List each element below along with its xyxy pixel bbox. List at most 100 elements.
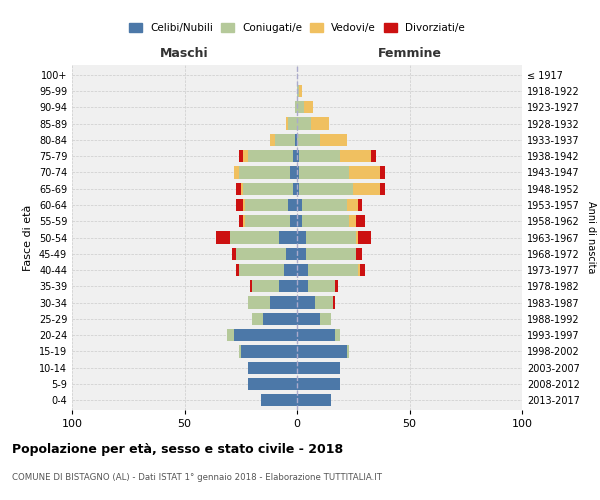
Bar [297, 118, 311, 130]
Bar [288, 199, 297, 211]
Bar [297, 296, 315, 308]
Bar [297, 248, 306, 260]
Bar [299, 85, 302, 97]
Bar [358, 199, 362, 211]
Bar [248, 150, 293, 162]
Bar [239, 215, 243, 228]
Bar [248, 296, 270, 308]
Text: Popolazione per età, sesso e stato civile - 2018: Popolazione per età, sesso e stato civil… [12, 442, 343, 456]
Bar [295, 134, 297, 146]
Bar [290, 166, 297, 178]
Bar [243, 199, 245, 211]
Bar [306, 248, 355, 260]
Text: Maschi: Maschi [160, 47, 209, 60]
Bar [297, 329, 335, 341]
Bar [349, 215, 355, 228]
Bar [335, 329, 340, 341]
Bar [234, 166, 239, 178]
Bar [297, 232, 306, 243]
Bar [311, 118, 329, 130]
Bar [279, 232, 297, 243]
Bar [297, 313, 320, 325]
Bar [355, 248, 362, 260]
Bar [243, 215, 245, 228]
Bar [297, 346, 347, 358]
Bar [353, 182, 380, 195]
Bar [245, 199, 288, 211]
Bar [293, 150, 297, 162]
Bar [239, 264, 284, 276]
Bar [371, 150, 376, 162]
Bar [236, 248, 286, 260]
Bar [236, 199, 243, 211]
Text: Femmine: Femmine [377, 47, 442, 60]
Bar [241, 182, 243, 195]
Bar [252, 313, 263, 325]
Bar [232, 248, 236, 260]
Bar [320, 134, 347, 146]
Bar [295, 101, 297, 114]
Bar [229, 232, 279, 243]
Bar [304, 101, 313, 114]
Legend: Celibi/Nubili, Coniugati/e, Vedovi/e, Divorziati/e: Celibi/Nubili, Coniugati/e, Vedovi/e, Di… [125, 18, 469, 37]
Bar [241, 346, 297, 358]
Bar [347, 346, 349, 358]
Bar [320, 313, 331, 325]
Bar [335, 280, 337, 292]
Bar [261, 394, 297, 406]
Bar [358, 232, 371, 243]
Bar [306, 232, 355, 243]
Bar [286, 118, 288, 130]
Bar [236, 182, 241, 195]
Bar [275, 134, 295, 146]
Bar [333, 296, 335, 308]
Bar [308, 264, 358, 276]
Bar [297, 199, 302, 211]
Bar [297, 264, 308, 276]
Bar [248, 362, 297, 374]
Bar [297, 362, 340, 374]
Bar [297, 215, 302, 228]
Bar [380, 166, 385, 178]
Bar [380, 182, 385, 195]
Bar [358, 264, 360, 276]
Bar [297, 378, 340, 390]
Bar [239, 150, 243, 162]
Bar [299, 150, 340, 162]
Bar [227, 329, 234, 341]
Bar [302, 215, 349, 228]
Bar [297, 134, 320, 146]
Bar [279, 280, 297, 292]
Bar [355, 215, 365, 228]
Bar [302, 199, 347, 211]
Bar [297, 150, 299, 162]
Bar [293, 182, 297, 195]
Bar [236, 264, 239, 276]
Bar [290, 215, 297, 228]
Bar [360, 264, 365, 276]
Bar [297, 166, 299, 178]
Bar [349, 166, 380, 178]
Bar [308, 280, 335, 292]
Bar [270, 296, 297, 308]
Bar [297, 394, 331, 406]
Bar [243, 150, 248, 162]
Bar [248, 378, 297, 390]
Bar [245, 215, 290, 228]
Bar [340, 150, 371, 162]
Bar [263, 313, 297, 325]
Bar [252, 280, 279, 292]
Bar [270, 134, 275, 146]
Bar [284, 264, 297, 276]
Bar [288, 118, 297, 130]
Bar [299, 182, 353, 195]
Bar [243, 182, 293, 195]
Text: COMUNE DI BISTAGNO (AL) - Dati ISTAT 1° gennaio 2018 - Elaborazione TUTTITALIA.I: COMUNE DI BISTAGNO (AL) - Dati ISTAT 1° … [12, 472, 382, 482]
Bar [315, 296, 333, 308]
Bar [234, 329, 297, 341]
Bar [297, 280, 308, 292]
Bar [297, 101, 304, 114]
Y-axis label: Fasce di età: Fasce di età [23, 204, 33, 270]
Bar [355, 232, 358, 243]
Bar [216, 232, 229, 243]
